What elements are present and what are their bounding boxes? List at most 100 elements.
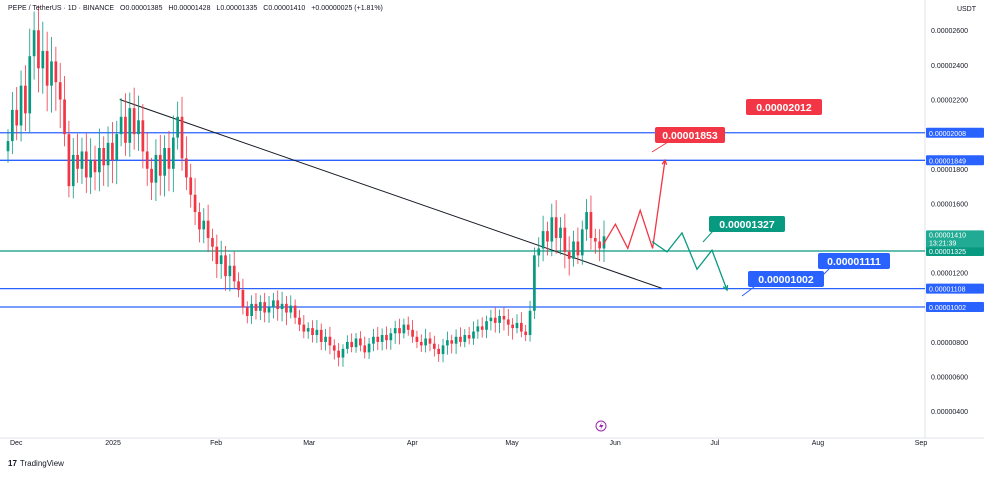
y-tick-label: 0.00001800	[931, 167, 968, 174]
candle-body	[498, 315, 501, 323]
candle-body	[567, 251, 571, 259]
candle-body	[345, 341, 349, 349]
candle-body	[533, 255, 536, 311]
level-tag	[926, 283, 984, 294]
candle-body	[24, 85, 27, 114]
candle-body	[541, 231, 545, 249]
annotation-label: 0.00001853	[662, 130, 718, 142]
x-tick-label: Jul	[710, 440, 719, 447]
x-tick-label: Mar	[303, 440, 316, 447]
candle-body	[89, 160, 93, 178]
level-tag	[926, 155, 984, 166]
candle-body	[524, 331, 528, 336]
y-tick-label: 0.00001600	[931, 201, 968, 208]
y-tick-label: 0.00000400	[931, 409, 968, 416]
candle-body	[163, 148, 166, 176]
candle-body	[398, 328, 401, 334]
y-axis[interactable]: 0.00002600 0.00002400 0.00002200 0.00001800…	[926, 28, 984, 416]
candle-body	[141, 120, 145, 152]
candle-body	[459, 336, 462, 342]
candle-body	[415, 336, 419, 342]
projection-red	[602, 160, 666, 251]
candle-body	[285, 303, 288, 313]
candle-body	[54, 61, 58, 83]
candle-body	[245, 307, 249, 316]
candle-body	[272, 300, 275, 308]
candle-body	[289, 305, 293, 313]
candle-body	[50, 61, 53, 86]
level-tag-label: 0.00001108	[929, 287, 966, 294]
x-tick-label: Dec	[10, 440, 23, 447]
annotation-box	[818, 253, 890, 269]
candle-body	[293, 305, 297, 318]
candle-body	[419, 341, 423, 346]
y-tick-label: 0.00000800	[931, 340, 968, 347]
candle-body	[111, 142, 114, 161]
candle-body	[11, 109, 14, 142]
close-value: C0.00001410	[263, 5, 306, 12]
candle-body	[324, 336, 327, 342]
candles	[6, 5, 606, 367]
candle-body	[145, 151, 149, 169]
candle-body	[363, 345, 367, 353]
candle-body	[115, 134, 119, 161]
candle-body	[424, 338, 427, 346]
candle-body	[158, 154, 162, 176]
projection-green-head	[722, 284, 729, 292]
candle-body	[554, 217, 558, 239]
candle-body	[41, 51, 45, 69]
annotation-connector	[741, 286, 755, 297]
x-tick-label: Apr	[407, 440, 419, 447]
candle-body	[306, 328, 310, 332]
brand-footer[interactable]: 17 TradingView	[8, 459, 64, 468]
candle-body	[467, 335, 471, 339]
candle-body	[63, 99, 66, 135]
candle-body	[67, 134, 71, 187]
candle-body	[150, 168, 153, 183]
candle-body	[506, 319, 510, 325]
candle-body	[350, 341, 354, 348]
candle-body	[454, 336, 458, 344]
candle-body	[189, 177, 193, 195]
candle-body	[480, 326, 484, 330]
level-tag-label: 0.00002008	[929, 131, 966, 138]
candle-body	[219, 255, 223, 265]
x-axis[interactable]: Dec 2025 Feb Mar Apr May Jun Jul Aug Sep	[10, 440, 927, 447]
level-tag	[926, 127, 984, 138]
annotation-box	[709, 216, 785, 232]
candle-body	[254, 303, 258, 311]
candle-body	[106, 142, 110, 166]
level-tag	[926, 246, 984, 257]
x-tick-label: Jun	[609, 440, 620, 447]
candle-body	[315, 329, 319, 336]
candle-body	[198, 212, 201, 230]
candle-body	[502, 315, 506, 320]
projection-green	[651, 231, 728, 291]
y-tick-label: 0.00002600	[931, 28, 968, 35]
level-tag-label: 0.00001849	[929, 158, 966, 165]
candle-body	[319, 329, 323, 342]
annotation-box	[748, 271, 824, 287]
candle-body	[15, 109, 19, 126]
candle-body	[476, 326, 480, 332]
candle-body	[6, 141, 10, 152]
symbol-name[interactable]: PEPE / TetherUS · 1D · BINANCE	[8, 5, 115, 12]
candle-body	[359, 338, 362, 346]
candle-body	[598, 241, 601, 249]
grid	[0, 0, 984, 439]
candle-body	[128, 108, 132, 143]
candle-body	[389, 333, 393, 341]
candle-body	[393, 328, 397, 334]
candle-body	[376, 336, 380, 342]
candle-body	[572, 241, 575, 259]
candle-body	[432, 343, 436, 349]
currency-label[interactable]: USDT	[956, 6, 976, 13]
candle-body	[237, 281, 240, 290]
annotation-label: 0.00001002	[758, 274, 814, 286]
candle-body	[193, 194, 197, 213]
annotation-connector	[702, 230, 714, 243]
candle-body	[380, 335, 384, 342]
candle-body	[206, 220, 210, 239]
